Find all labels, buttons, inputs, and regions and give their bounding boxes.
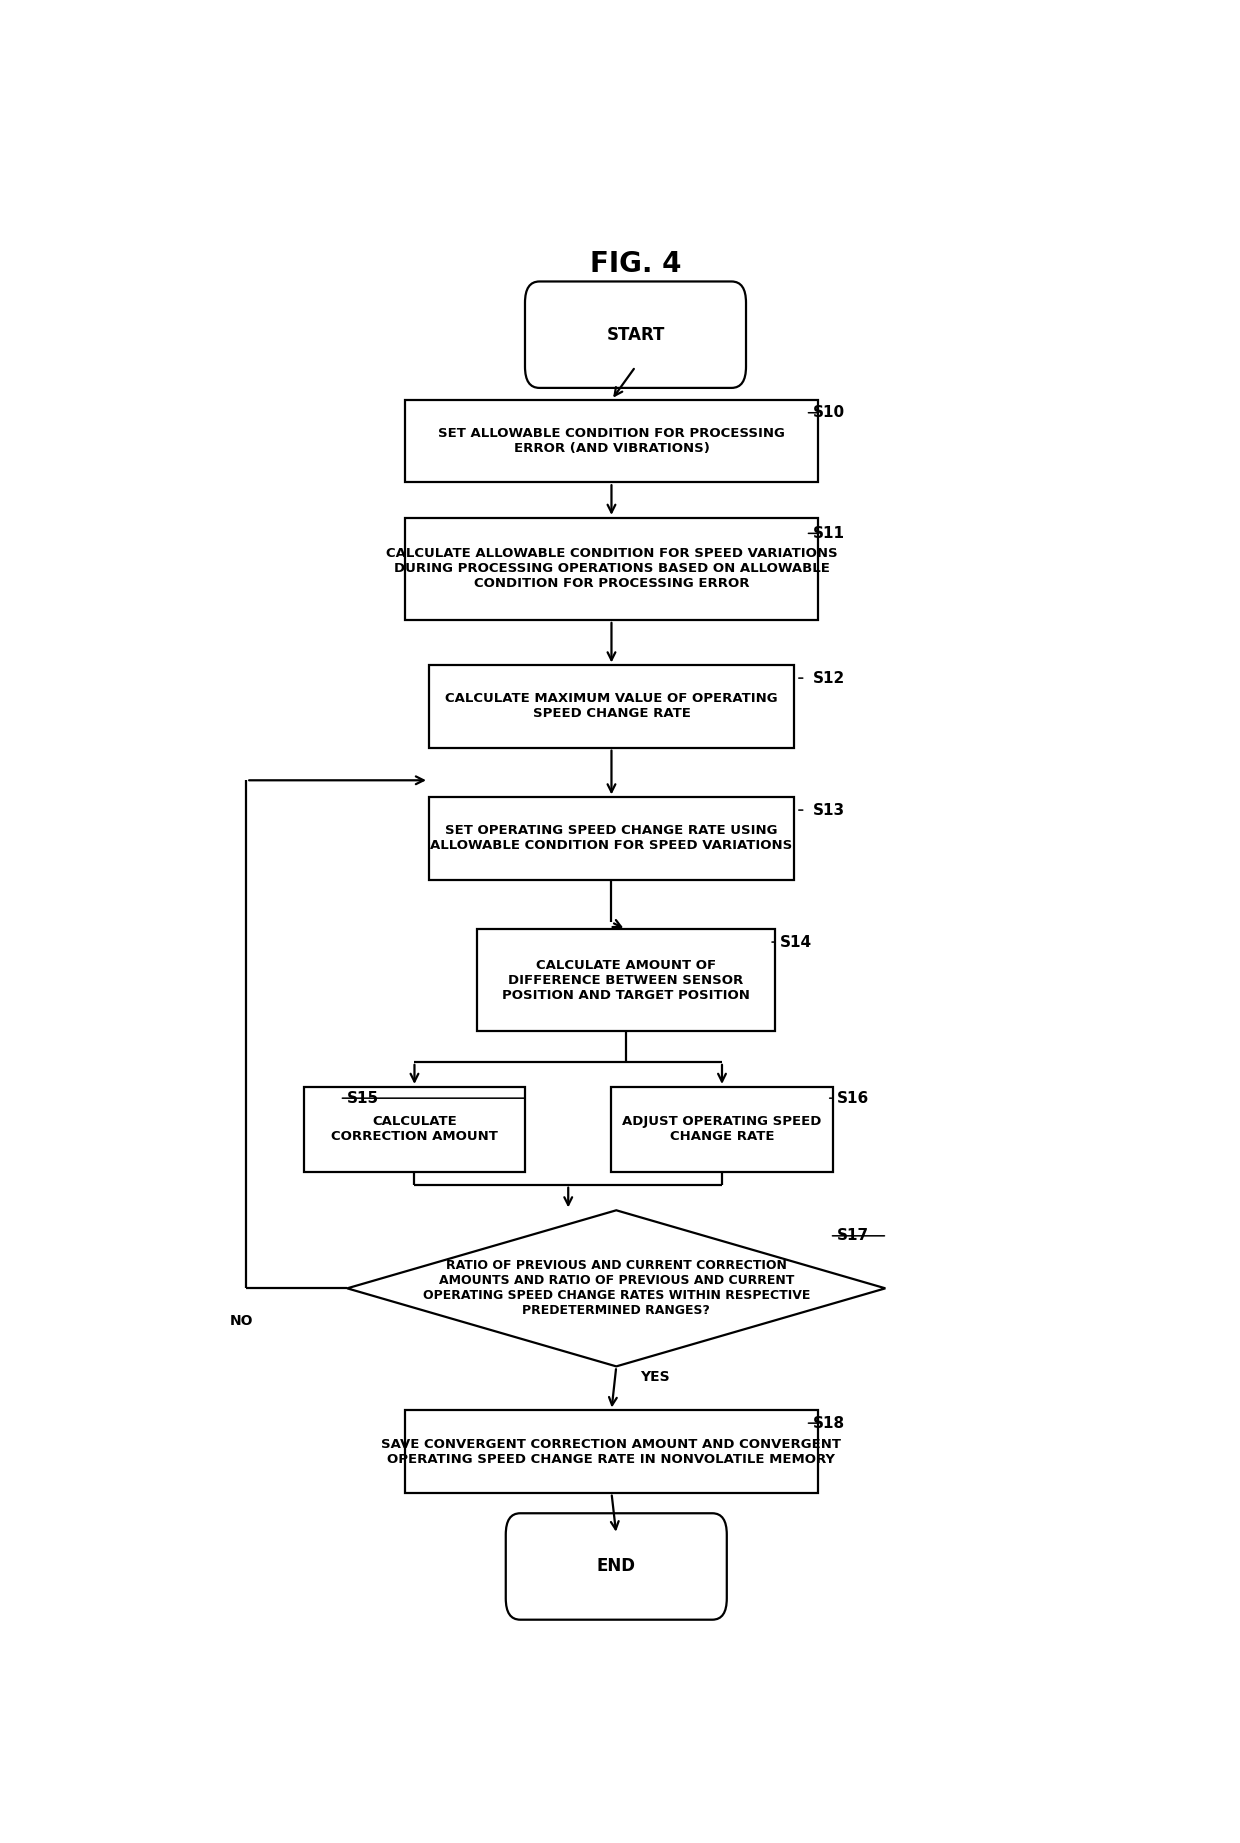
Text: SAVE CONVERGENT CORRECTION AMOUNT AND CONVERGENT
OPERATING SPEED CHANGE RATE IN : SAVE CONVERGENT CORRECTION AMOUNT AND CO… xyxy=(382,1438,842,1465)
Text: YES: YES xyxy=(640,1369,670,1384)
Bar xyxy=(429,798,794,879)
Text: SET OPERATING SPEED CHANGE RATE USING
ALLOWABLE CONDITION FOR SPEED VARIATIONS: SET OPERATING SPEED CHANGE RATE USING AL… xyxy=(430,824,792,853)
Text: S15: S15 xyxy=(347,1091,379,1106)
Text: ADJUST OPERATING SPEED
CHANGE RATE: ADJUST OPERATING SPEED CHANGE RATE xyxy=(622,1115,822,1143)
Text: CALCULATE AMOUNT OF
DIFFERENCE BETWEEN SENSOR
POSITION AND TARGET POSITION: CALCULATE AMOUNT OF DIFFERENCE BETWEEN S… xyxy=(502,958,750,1003)
Text: END: END xyxy=(596,1557,636,1576)
Text: S14: S14 xyxy=(780,934,812,949)
Text: RATIO OF PREVIOUS AND CURRENT CORRECTION
AMOUNTS AND RATIO OF PREVIOUS AND CURRE: RATIO OF PREVIOUS AND CURRENT CORRECTION… xyxy=(423,1259,810,1318)
Text: S18: S18 xyxy=(813,1415,846,1430)
Text: CALCULATE MAXIMUM VALUE OF OPERATING
SPEED CHANGE RATE: CALCULATE MAXIMUM VALUE OF OPERATING SPE… xyxy=(445,693,777,721)
Text: NO: NO xyxy=(229,1314,253,1327)
Bar xyxy=(611,1087,832,1172)
Text: S16: S16 xyxy=(837,1091,869,1106)
Bar xyxy=(404,400,818,483)
Bar xyxy=(404,518,818,619)
Text: S13: S13 xyxy=(813,802,846,818)
Text: CALCULATE ALLOWABLE CONDITION FOR SPEED VARIATIONS
DURING PROCESSING OPERATIONS : CALCULATE ALLOWABLE CONDITION FOR SPEED … xyxy=(386,547,837,590)
Text: S10: S10 xyxy=(813,405,846,420)
Bar xyxy=(404,1410,818,1493)
Bar xyxy=(477,929,775,1032)
Text: FIG. 4: FIG. 4 xyxy=(590,251,681,278)
Bar xyxy=(429,665,794,748)
Polygon shape xyxy=(347,1211,885,1366)
Text: S17: S17 xyxy=(837,1227,869,1244)
FancyBboxPatch shape xyxy=(506,1513,727,1620)
Text: S12: S12 xyxy=(813,671,846,686)
Text: START: START xyxy=(606,326,665,343)
Text: CALCULATE
CORRECTION AMOUNT: CALCULATE CORRECTION AMOUNT xyxy=(331,1115,498,1143)
FancyBboxPatch shape xyxy=(525,282,746,387)
Text: SET ALLOWABLE CONDITION FOR PROCESSING
ERROR (AND VIBRATIONS): SET ALLOWABLE CONDITION FOR PROCESSING E… xyxy=(438,428,785,455)
Text: S11: S11 xyxy=(813,525,846,540)
Bar xyxy=(304,1087,525,1172)
